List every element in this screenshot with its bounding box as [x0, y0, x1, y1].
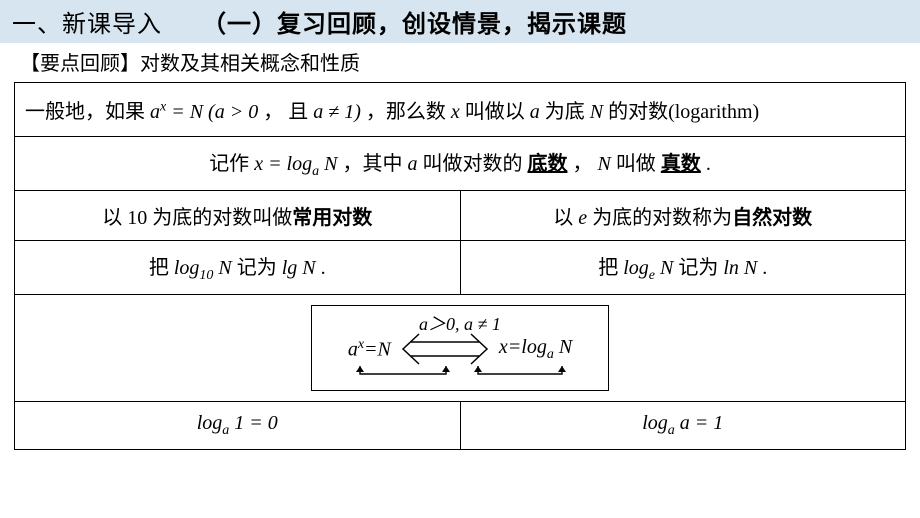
math: lg N	[282, 257, 316, 279]
diagram-left-expr: ax=N	[348, 337, 391, 362]
table-row: loga 1 = 0 loga a = 1	[15, 402, 906, 450]
math: ln N	[723, 257, 757, 279]
bottom-arrows-icon	[330, 366, 590, 380]
bold-term: 自然对数	[732, 207, 812, 229]
text: 以 10 为底的对数叫做	[102, 207, 292, 229]
diagram-condition: a＞0, a ≠ 1	[419, 310, 501, 336]
math: e	[578, 207, 587, 229]
bold-term: 真数	[661, 153, 701, 175]
subtitle: 【要点回顾】对数及其相关概念和性质	[0, 43, 920, 82]
table-row: 记作 x = loga N ，其中 a 叫做对数的 底数 ， N 叫做 真数 .	[15, 137, 906, 191]
math: x	[451, 101, 460, 123]
header-left: 一、新课导入	[12, 4, 162, 39]
text: 叫做对数的	[422, 153, 522, 175]
table-row: 把 log10 N 记为 lg N . 把 loge N 记为 ln N .	[15, 241, 906, 295]
text: .	[706, 153, 711, 175]
text: 记为	[678, 257, 718, 279]
definition-cell: 一般地，如果 ax = N (a > 0 ， 且 a ≠ 1) ，那么数 x 叫…	[15, 83, 906, 137]
text: ， 且	[263, 101, 308, 123]
bidirectional-arrow-icon	[397, 332, 493, 366]
lg-notation-cell: 把 log10 N 记为 lg N .	[15, 241, 461, 295]
text: ，其中	[342, 153, 402, 175]
diagram-inner: ax=N x=loga N	[330, 332, 590, 366]
header-right: （一）复习回顾，创设情景，揭示课题	[202, 4, 627, 39]
table-row: 以 10 为底的对数叫做常用对数 以 e 为底的对数称为自然对数	[15, 191, 906, 241]
diagram-box: a＞0, a ≠ 1 ax=N x=loga N	[311, 305, 609, 391]
text: 叫做	[616, 153, 656, 175]
math: loga 1 = 0	[197, 412, 278, 434]
header-bar: 一、新课导入 （一）复习回顾，创设情景，揭示课题	[0, 0, 920, 43]
main-table: 一般地，如果 ax = N (a > 0 ， 且 a ≠ 1) ，那么数 x 叫…	[14, 82, 906, 450]
diagram-cell: a＞0, a ≠ 1 ax=N x=loga N	[15, 295, 906, 402]
math: loga a = 1	[642, 412, 723, 434]
math: log10 N	[174, 257, 232, 279]
math: N	[597, 153, 610, 175]
common-log-cell: 以 10 为底的对数叫做常用对数	[15, 191, 461, 241]
notation-cell: 记作 x = loga N ，其中 a 叫做对数的 底数 ， N 叫做 真数 .	[15, 137, 906, 191]
text: 把	[598, 257, 618, 279]
text: 叫做以	[465, 101, 525, 123]
text: ，那么数	[366, 101, 446, 123]
math: ax = N (a > 0	[150, 101, 258, 123]
math: N	[590, 101, 603, 123]
math: a ≠ 1)	[313, 101, 361, 123]
diagram-right-expr: x=loga N	[499, 336, 572, 363]
table-row: 一般地，如果 ax = N (a > 0 ， 且 a ≠ 1) ，那么数 x 叫…	[15, 83, 906, 137]
math: a	[530, 101, 540, 123]
natural-log-cell: 以 e 为底的对数称为自然对数	[460, 191, 906, 241]
text: 一般地，如果	[25, 101, 145, 123]
log-a-cell: loga a = 1	[460, 402, 906, 450]
subtitle-prefix: 【要点回顾】	[20, 53, 140, 75]
text: 的对数(logarithm)	[608, 101, 759, 123]
subtitle-text: 对数及其相关概念和性质	[140, 53, 360, 75]
text: ，	[572, 153, 597, 175]
math: loge N	[623, 257, 673, 279]
math: a	[407, 153, 417, 175]
bold-term: 底数	[527, 153, 567, 175]
log-one-cell: loga 1 = 0	[15, 402, 461, 450]
text: 为底的对数称为	[592, 207, 732, 229]
text: 记为	[237, 257, 277, 279]
text: 把	[149, 257, 169, 279]
ln-notation-cell: 把 loge N 记为 ln N .	[460, 241, 906, 295]
text: 为底	[545, 101, 585, 123]
text: 以	[553, 207, 573, 229]
text: .	[321, 257, 326, 279]
bold-term: 常用对数	[292, 207, 372, 229]
math: x = loga N	[254, 153, 337, 175]
text: 记作	[209, 153, 254, 175]
table-row: a＞0, a ≠ 1 ax=N x=loga N	[15, 295, 906, 402]
text: .	[762, 257, 767, 279]
